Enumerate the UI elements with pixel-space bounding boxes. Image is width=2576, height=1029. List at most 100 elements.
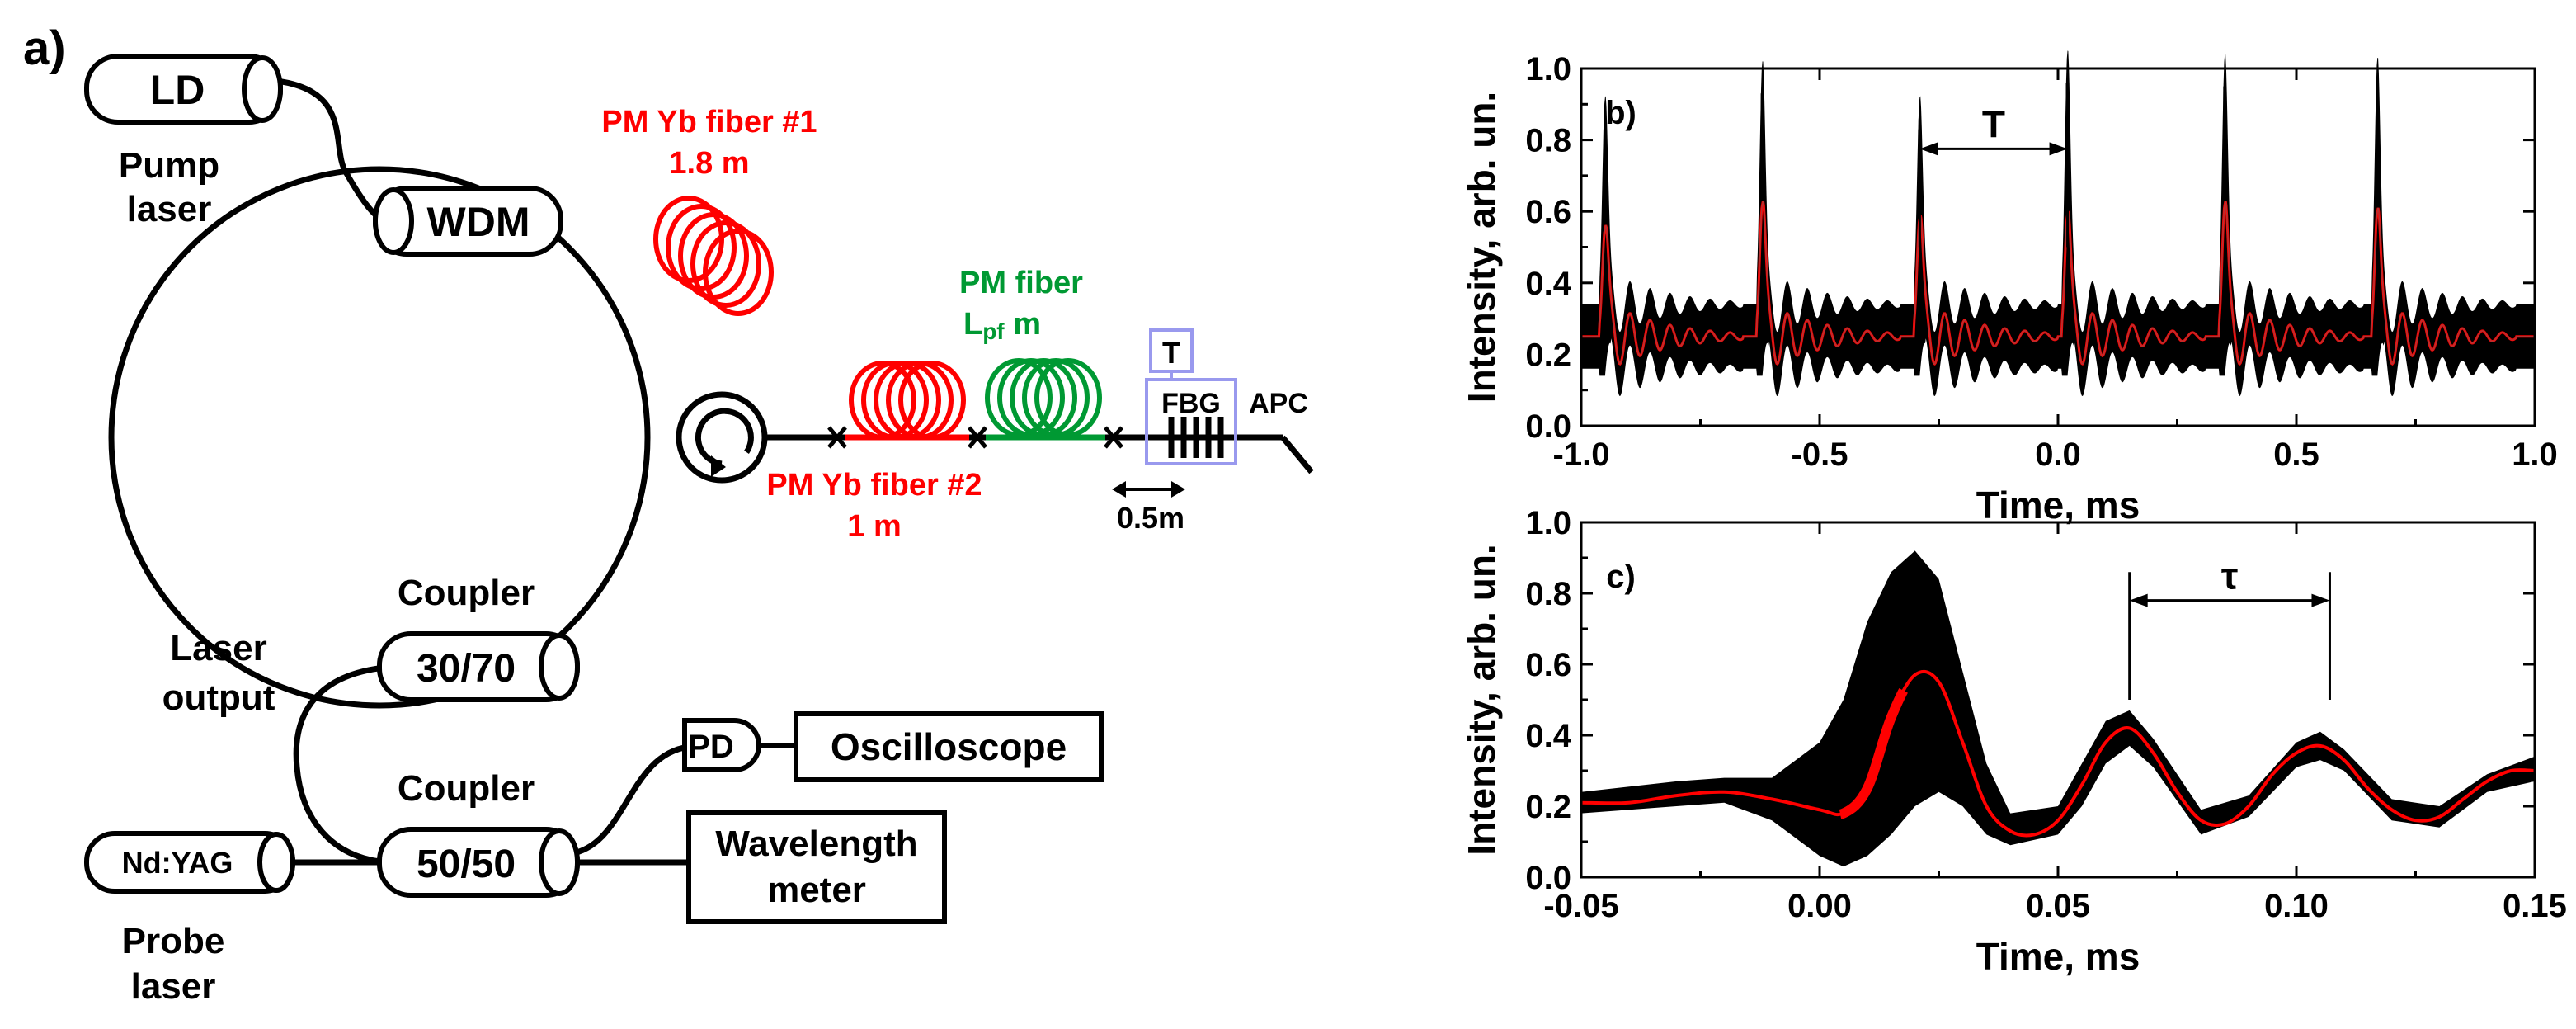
laser-output-label-2: output bbox=[162, 677, 275, 718]
fiber-laser-output bbox=[293, 663, 395, 866]
wdm-endcap bbox=[373, 187, 414, 255]
probe-label-2: laser bbox=[131, 966, 216, 1007]
ndyag-label: Nd:YAG bbox=[122, 846, 233, 880]
annotation-label: T bbox=[1982, 102, 2005, 145]
y-tick-label: 1.0 bbox=[1525, 505, 1571, 541]
y-tick-label: 0.8 bbox=[1525, 123, 1571, 159]
fiber-ld-wdm bbox=[275, 78, 388, 224]
period-annotation: τ bbox=[2128, 555, 2331, 700]
apc-end bbox=[1280, 435, 1314, 474]
annotation-arrowhead-left bbox=[2129, 593, 2148, 607]
y-tick-label: 0.4 bbox=[1525, 266, 1571, 302]
pm-fiber-label-1: PM fiber bbox=[959, 266, 1083, 300]
x-axis-label: Time, ms bbox=[1976, 484, 2140, 526]
pump-label-2: laser bbox=[127, 189, 212, 229]
annotation-arrowhead-left bbox=[1919, 142, 1938, 156]
splice-3 bbox=[1104, 426, 1123, 449]
y-tick-label: 1.0 bbox=[1525, 51, 1571, 87]
panel-label: b) bbox=[1605, 95, 1636, 131]
y-tick-label: 0.0 bbox=[1525, 408, 1571, 445]
x-tick-label: 1.0 bbox=[2512, 437, 2558, 473]
probe-label-1: Probe bbox=[122, 921, 225, 961]
wavemeter-label-1: Wavelength bbox=[715, 824, 917, 864]
oscilloscope-label: Oscilloscope bbox=[831, 725, 1067, 768]
ld-endcap bbox=[242, 55, 283, 123]
x-axis-label: Time, ms bbox=[1976, 935, 2140, 978]
coupler1-title: Coupler bbox=[398, 573, 535, 613]
axes: 0.0 0.2 0.4 0.6 0.8 1.0 -1.0 -0.5 0.0 0.5 1.0 Time,… bbox=[1460, 51, 2558, 526]
fbg-label: FBG bbox=[1161, 388, 1221, 419]
splice-marks bbox=[827, 426, 1123, 449]
wavemeter-box bbox=[686, 810, 947, 924]
laser-output-label-1: Laser bbox=[170, 628, 266, 668]
raw-signal-band bbox=[1581, 550, 2535, 867]
y-tick-label: 0.2 bbox=[1525, 337, 1571, 373]
coupler2-component: 50/50 bbox=[377, 827, 580, 898]
coupler1-component: 30/70 bbox=[377, 631, 580, 702]
coupler2-title: Coupler bbox=[398, 768, 535, 809]
splice-1 bbox=[827, 426, 847, 449]
chart-c: 0.0 0.2 0.4 0.6 0.8 1.0 -0.05 0.00 0.05 0.10 0.15 T… bbox=[1460, 505, 2567, 978]
yb1-coil bbox=[653, 196, 774, 316]
annotation-label: τ bbox=[2221, 555, 2239, 597]
fiber-ring bbox=[108, 166, 651, 709]
setup-diagram: a) L bbox=[23, 21, 1314, 1007]
y-tick-label: 0.4 bbox=[1525, 718, 1571, 754]
y-axis-label: Intensity, arb. un. bbox=[1460, 92, 1503, 403]
x-tick-label: 0.05 bbox=[2026, 888, 2090, 924]
ndyag-component: Nd:YAG bbox=[84, 831, 295, 894]
chart-b: 0.0 0.2 0.4 0.6 0.8 1.0 -1.0 -0.5 0.0 0.5 1.0 Time,… bbox=[1460, 50, 2558, 526]
yb2-coil bbox=[849, 361, 966, 440]
yb2-label-1: PM Yb fiber #2 bbox=[766, 468, 982, 503]
coupler1-ratio: 30/70 bbox=[417, 647, 516, 691]
x-tick-label: 0.0 bbox=[2035, 437, 2081, 473]
panel-label: c) bbox=[1606, 559, 1636, 595]
y-tick-label: 0.2 bbox=[1525, 789, 1571, 825]
annotation-arrowhead-right bbox=[2049, 142, 2068, 156]
coupler2-ratio: 50/50 bbox=[417, 843, 516, 886]
x-tick-label: 0.10 bbox=[2264, 888, 2329, 924]
wdm-label: WDM bbox=[427, 199, 530, 245]
x-tick-label: 0.00 bbox=[1787, 888, 1852, 924]
scale-bar: 0.5m bbox=[1112, 481, 1185, 535]
y-tick-label: 0.6 bbox=[1525, 194, 1571, 230]
wavemeter-label-2: meter bbox=[767, 870, 866, 910]
annotation-arrowhead-right bbox=[2311, 593, 2330, 607]
panel-label-a: a) bbox=[23, 21, 66, 75]
pd-label: PD bbox=[688, 729, 734, 765]
averaged-line-overlay bbox=[1581, 201, 2535, 366]
y-tick-label: 0.0 bbox=[1525, 860, 1571, 896]
axes: 0.0 0.2 0.4 0.6 0.8 1.0 -0.05 0.00 0.05 0.10 0.15 T… bbox=[1460, 505, 2567, 978]
pd-component: PD bbox=[682, 718, 761, 772]
fbg-grating bbox=[1168, 417, 1224, 458]
scale-label: 0.5m bbox=[1117, 501, 1184, 535]
pm-fiber-label-2: Lpf m bbox=[963, 307, 1041, 344]
oscilloscope-box bbox=[794, 711, 1104, 782]
ld-label: LD bbox=[150, 67, 205, 113]
ld-component: LD bbox=[84, 54, 283, 125]
y-tick-label: 0.8 bbox=[1525, 576, 1571, 612]
apc-label: APC bbox=[1249, 388, 1308, 419]
x-tick-label: -0.5 bbox=[1792, 437, 1848, 473]
splice-2 bbox=[968, 426, 987, 449]
fbg-assembly: T FBG bbox=[1145, 328, 1237, 465]
yb1-label-1: PM Yb fiber #1 bbox=[601, 105, 817, 139]
wdm-component: WDM bbox=[373, 186, 563, 257]
plot-area bbox=[1581, 50, 2535, 397]
yb1-label-2: 1.8 m bbox=[669, 146, 749, 181]
averaged-line-thick bbox=[1580, 666, 2536, 841]
x-tick-label: -0.05 bbox=[1543, 888, 1618, 924]
circulator-arrow bbox=[695, 408, 754, 467]
t-box-label: T bbox=[1162, 336, 1180, 370]
raw-signal-band bbox=[1581, 50, 2535, 397]
yb2-label-2: 1 m bbox=[847, 509, 901, 544]
x-tick-label: -1.0 bbox=[1553, 437, 1610, 473]
pm-fiber-coil bbox=[985, 358, 1102, 437]
fbg-box bbox=[1145, 378, 1237, 465]
circulator bbox=[676, 391, 768, 484]
y-axis-label: Intensity, arb. un. bbox=[1460, 544, 1503, 855]
x-tick-label: 0.15 bbox=[2503, 888, 2567, 924]
fiber-to-pd bbox=[568, 743, 690, 857]
period-annotation: T bbox=[1918, 102, 2070, 248]
